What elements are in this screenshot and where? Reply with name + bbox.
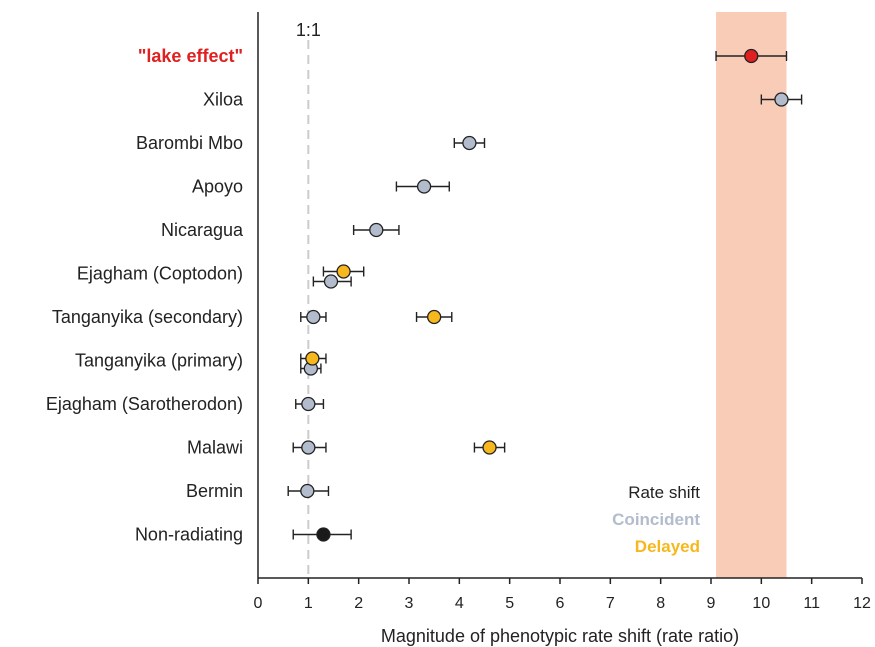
data-point-coincident: [760, 92, 803, 107]
point-marker: [427, 309, 442, 325]
axes-layer: 0 1 2 3 4 5 6 7 8 9 10 11 12: [254, 12, 871, 612]
reference-line-layer: 1:1: [296, 20, 321, 578]
data-point-delayed: [322, 264, 365, 279]
point-marker: [416, 179, 432, 194]
category-label: Tanganyika (primary): [75, 351, 243, 371]
legend-title: Rate shift: [628, 483, 700, 502]
point-marker: [323, 274, 339, 289]
point-marker: [301, 440, 316, 455]
category-label: Apoyo: [192, 177, 243, 197]
x-tick-label: 2: [354, 595, 363, 612]
category-labels: "lake effect" Xiloa Barombi Mbo Apoyo Nicara…: [46, 46, 244, 545]
data-point-coincident: [352, 222, 400, 238]
x-tick-label: 7: [606, 595, 615, 612]
point-marker: [336, 264, 351, 279]
x-tick-label: 11: [803, 595, 820, 612]
x-axis-label: Magnitude of phenotypic rate shift (rate…: [381, 626, 739, 646]
data-point-coincident: [312, 274, 352, 289]
data-point-coincident: [292, 440, 327, 455]
data-point-coincident: [453, 135, 486, 151]
category-label: Ejagham (Sarotherodon): [46, 394, 243, 414]
data-point-coincident: [287, 483, 330, 499]
data-point-delayed: [473, 440, 506, 455]
data-point-coincident: [295, 396, 325, 412]
category-label: Nicaragua: [161, 220, 244, 240]
point-marker: [301, 396, 316, 412]
data-point-coincident: [395, 179, 450, 194]
category-label: Bermin: [186, 481, 243, 501]
x-tick-label: 4: [455, 595, 464, 612]
point-marker: [744, 48, 759, 64]
category-label: Tanganyika (secondary): [52, 307, 243, 327]
data-points: [287, 48, 803, 542]
x-tick-label: 12: [853, 595, 871, 612]
category-label: Xiloa: [203, 90, 244, 110]
highlight-band-layer: [716, 12, 787, 578]
data-point-lake: [715, 48, 788, 64]
category-label: Malawi: [187, 438, 243, 458]
category-label: "lake effect": [138, 46, 243, 66]
data-point-coincident: [300, 309, 327, 325]
data-point-nonradiating: [292, 527, 352, 542]
legend: Rate shift Coincident Delayed: [612, 483, 700, 556]
point-marker: [306, 309, 321, 325]
point-marker: [774, 92, 789, 107]
x-tick-label: 9: [707, 595, 716, 612]
x-tick-label: 0: [254, 595, 263, 612]
x-tick-label: 1: [304, 595, 313, 612]
data-point-delayed: [300, 351, 327, 366]
x-tick-label: 8: [656, 595, 665, 612]
x-tick-label: 6: [556, 595, 565, 612]
point-marker: [300, 483, 315, 499]
x-tick-label: 3: [405, 595, 414, 612]
x-tick-label: 10: [752, 595, 770, 612]
legend-entry: Coincident: [612, 510, 700, 529]
data-point-delayed: [415, 309, 453, 325]
point-marker: [462, 135, 477, 151]
highlight-band: [716, 12, 787, 578]
category-label: Ejagham (Coptodon): [77, 264, 243, 284]
point-marker: [316, 527, 331, 542]
point-marker: [305, 351, 320, 366]
point-marker: [482, 440, 497, 455]
x-tick-label: 5: [505, 595, 514, 612]
category-label: Non-radiating: [135, 525, 243, 545]
legend-entry: Delayed: [635, 537, 700, 556]
point-marker: [369, 222, 384, 238]
category-label: Barombi Mbo: [136, 133, 243, 153]
reference-line-label: 1:1: [296, 20, 321, 40]
